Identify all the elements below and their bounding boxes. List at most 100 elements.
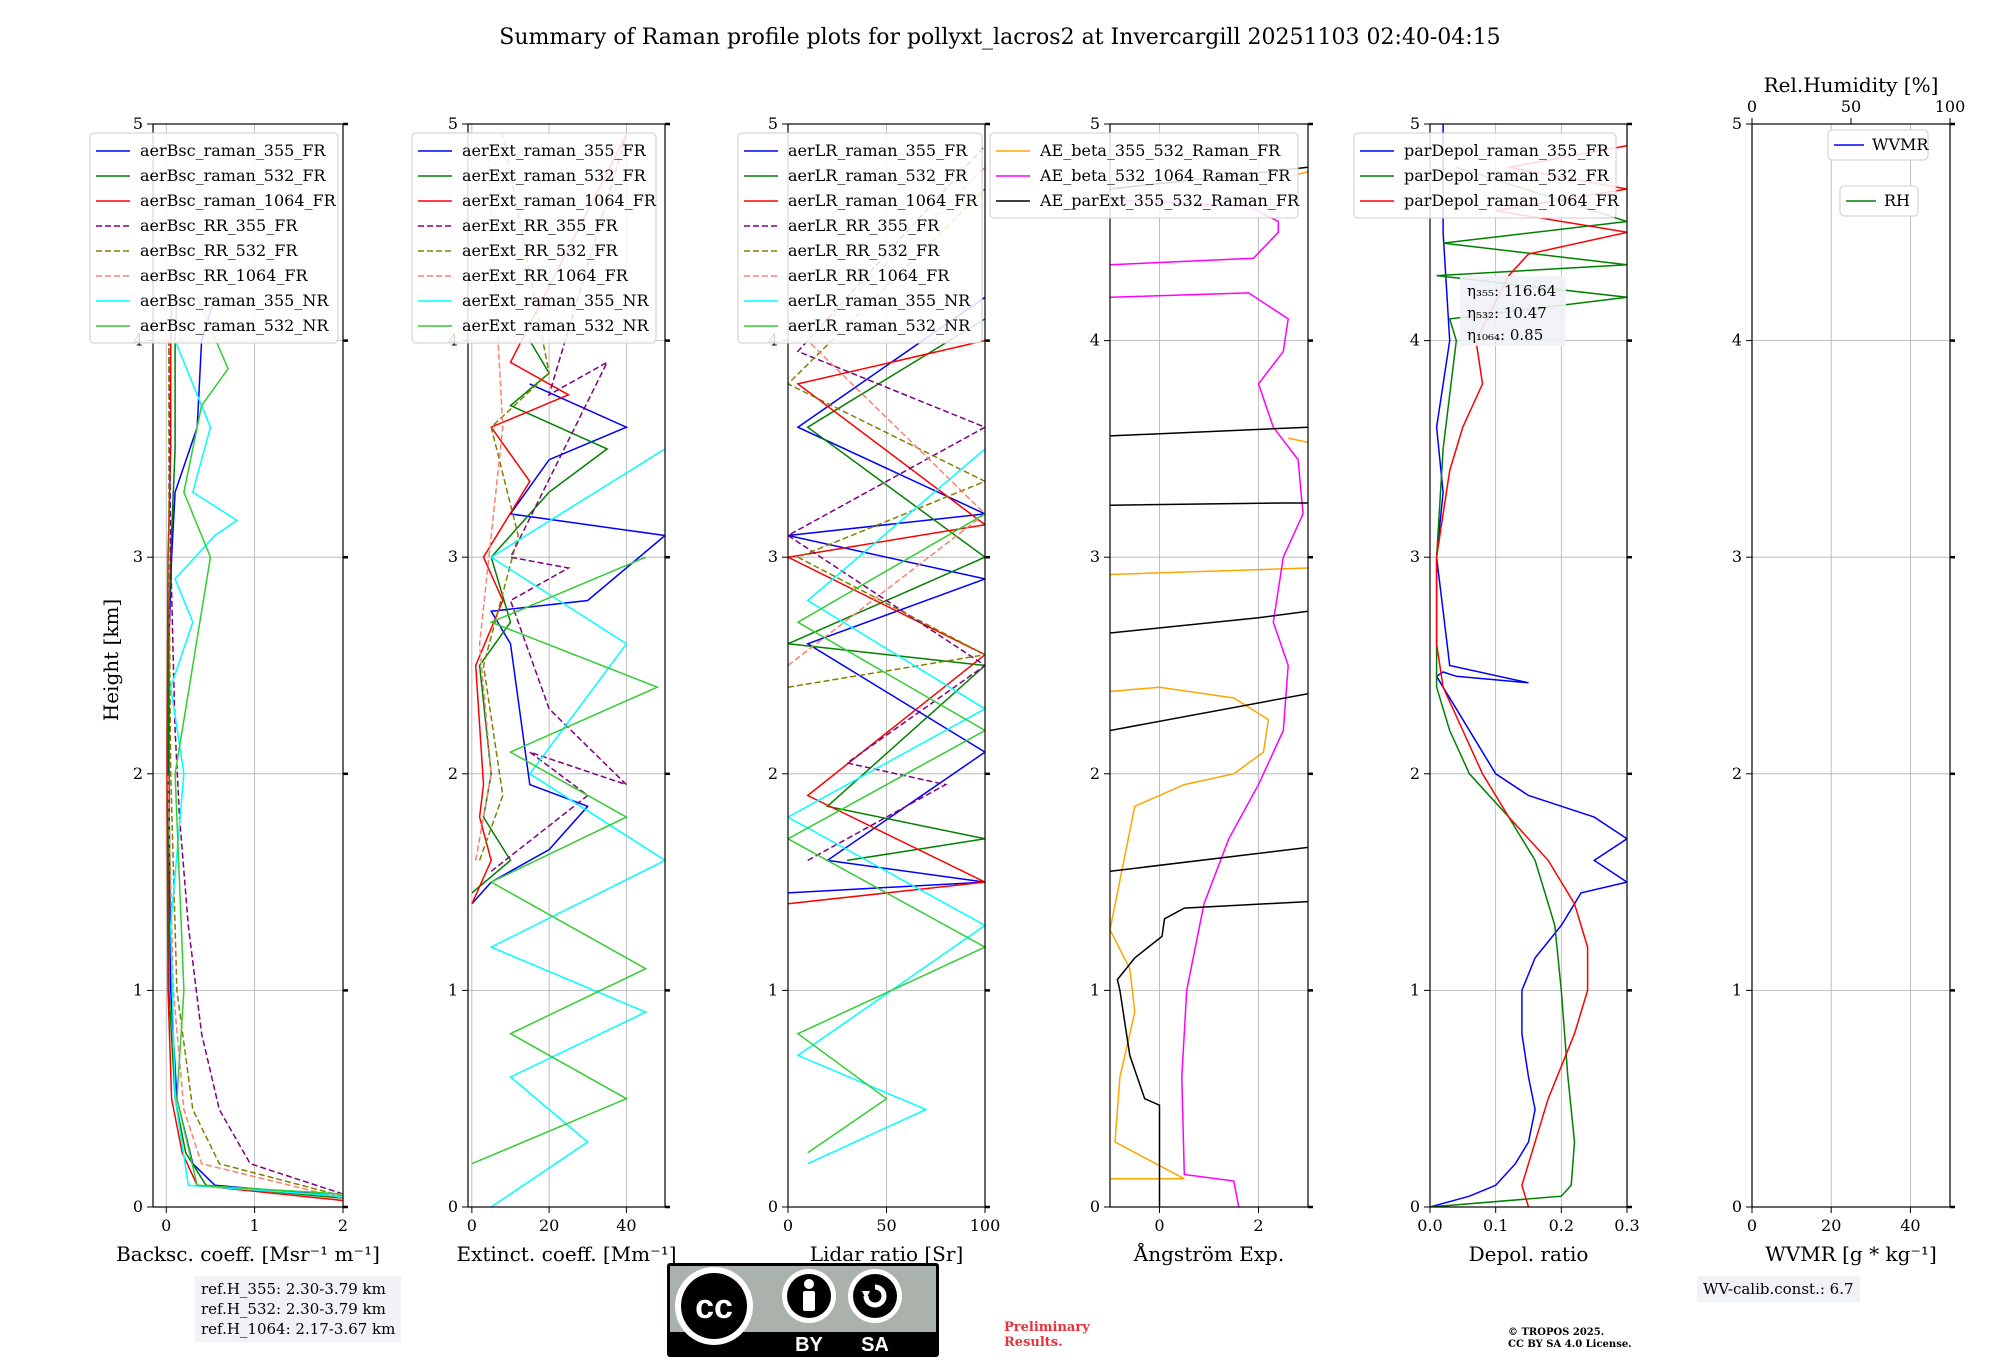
y-tick-label: 5 [768,114,778,133]
legend-label: aerBsc_RR_1064_FR [140,266,309,285]
legend-label: aerExt_raman_1064_FR [462,191,657,210]
x-top-axis-label: Rel.Humidity [%] [1764,73,1939,97]
y-tick-label: 5 [133,114,143,133]
legend-label: aerLR_RR_1064_FR [788,266,950,285]
legend-box [89,132,339,344]
series-line-aerBsc_raman_532_FR [167,297,343,1200]
series-line-AE_parExt_355_532_Raman_FR [1110,166,1308,1207]
legend-label: aerExt_RR_532_FR [462,241,619,260]
x-tick-label: 0 [467,1216,477,1235]
series-line-aerExt_raman_355_NR [489,448,665,1207]
y-tick-label: 0 [768,1197,778,1216]
eta-box [1460,276,1566,346]
x-tick-label: 0 [1747,1216,1757,1235]
x-axis-label: Depol. ratio [1469,1242,1589,1266]
legend-label: aerExt_raman_532_FR [462,166,647,185]
y-tick-label: 4 [1732,331,1742,350]
x-top-tick-label: 50 [1841,97,1861,116]
legend-label: aerLR_raman_355_NR [788,291,971,310]
legend-box [737,132,983,344]
legend-label: aerLR_RR_532_FR [788,241,940,260]
series-group [788,145,985,1165]
copyright-line: © TROPOS 2025. [1508,1327,1605,1338]
y-tick-label: 1 [133,980,143,999]
x-axis-label: Ångström Exp. [1133,1241,1284,1266]
legend-label: aerBsc_RR_532_FR [140,241,298,260]
x-top-tick-label: 0 [1747,97,1757,116]
copyright-line: CC BY SA 4.0 License. [1508,1339,1632,1350]
eta-line: η₅₃₂: 10.47 [1467,304,1547,322]
sa-icon-arc [863,1284,887,1308]
panel-frame [1751,123,1951,1208]
legend-label: WVMR [1872,135,1929,154]
legend-label: aerBsc_RR_355_FR [140,216,298,235]
x-tick-label: 50 [876,1216,896,1235]
legend: aerBsc_raman_355_FR aerBsc_raman_532_FRae… [89,132,339,344]
y-axis-label: Height [km] [99,599,123,721]
legend-label: aerLR_raman_532_NR [788,316,971,335]
series-line-aerLR_RR_1064_FR [788,166,985,667]
legend-box [1827,129,1929,161]
x-axis-label: WVMR [g * kg⁻¹] [1765,1242,1937,1266]
cc-license-badge: cc BY SA [667,1263,939,1357]
series-line-aerLR_raman_1064_FR [788,339,985,905]
cc-logo-text: cc [695,1288,733,1326]
legend: AE_beta_355_532_Raman_FR AE_beta_532_1064… [989,132,1300,219]
y-tick-label: 0 [1090,1197,1100,1216]
y-tick-label: 1 [1732,980,1742,999]
y-tick-label: 5 [448,114,458,133]
preliminary-line: Results. [1004,1335,1063,1350]
x-tick-label: 40 [616,1216,636,1235]
y-tick-label: 2 [133,764,143,783]
legend-label: aerLR_raman_532_FR [788,166,968,185]
legend-label: aerBsc_raman_1064_FR [140,191,337,210]
x-tick-label: 0.0 [1417,1216,1442,1235]
y-tick-label: 0 [133,1197,143,1216]
eta-line: η₃₅₅: 116.64 [1467,282,1556,300]
legend-label: aerBsc_raman_532_FR [140,166,326,185]
panel-frame [1109,123,1309,1208]
wv-calib-box: WV-calib.const.: 6.7 [1697,1276,1860,1302]
panel-backscatter: 012012345Backsc. coeff. [Msr⁻¹ m⁻¹]aerBs… [89,114,380,1266]
y-tick-label: 2 [448,764,458,783]
eta-line: η₁₀₆₄: 0.85 [1467,326,1543,344]
copyright-note: © TROPOS 2025. CC BY SA 4.0 License. [1508,1327,1632,1351]
refh-box: ref.H_355: 2.30-3.79 km ref.H_532: 2.30-… [195,1276,402,1342]
legend-label: RH [1884,191,1910,210]
x-tick-label: 100 [970,1216,1001,1235]
x-tick-label: 2 [338,1216,348,1235]
legend-label: AE_beta_355_532_Raman_FR [1039,141,1281,160]
legend-label: aerLR_RR_355_FR [788,216,940,235]
y-tick-label: 3 [1090,547,1100,566]
panel-frame [152,123,344,1208]
y-tick-label: 2 [1090,764,1100,783]
legend-label: aerBsc_raman_355_FR [140,141,326,160]
legend-label: aerLR_raman_355_FR [788,141,968,160]
series-line-aerExt_RR_1064_FR [474,145,504,861]
y-tick-label: 1 [1090,980,1100,999]
legend-box [1839,185,1919,217]
series-line-aerLR_raman_532_FR [788,318,985,862]
series-group [1110,166,1308,1207]
sa-icon-arrow [862,1291,870,1299]
x-top-tick-label: 100 [1935,97,1966,116]
legend-label: aerExt_RR_355_FR [462,216,619,235]
legend-label: AE_beta_532_1064_Raman_FR [1039,166,1291,185]
legend: WVMR [1827,129,1929,161]
series-line-aerLR_RR_355_FR [788,145,985,862]
legend-label: aerExt_raman_532_NR [462,316,650,335]
series-line-aerBsc_raman_355_FR [168,297,343,1197]
series-line-aerLR_raman_532_NR [788,513,985,1154]
x-axis-label: Backsc. coeff. [Msr⁻¹ m⁻¹] [116,1242,380,1266]
y-tick-label: 3 [1410,547,1420,566]
x-tick-label: 1 [250,1216,260,1235]
y-tick-label: 3 [448,547,458,566]
panel-lidar_ratio: 050100012345Lidar ratio [Sr]aerLR_raman_… [737,114,1001,1266]
panel-frame [1429,123,1628,1208]
x-tick-label: 2 [1253,1216,1263,1235]
legend: aerLR_raman_355_FR aerLR_raman_532_FR aerL… [737,132,983,344]
series-line-aerExt_raman_532_NR [471,556,660,1165]
series-line-parDepol_raman_355_FR [1430,124,1627,1207]
x-tick-label: 0 [161,1216,171,1235]
